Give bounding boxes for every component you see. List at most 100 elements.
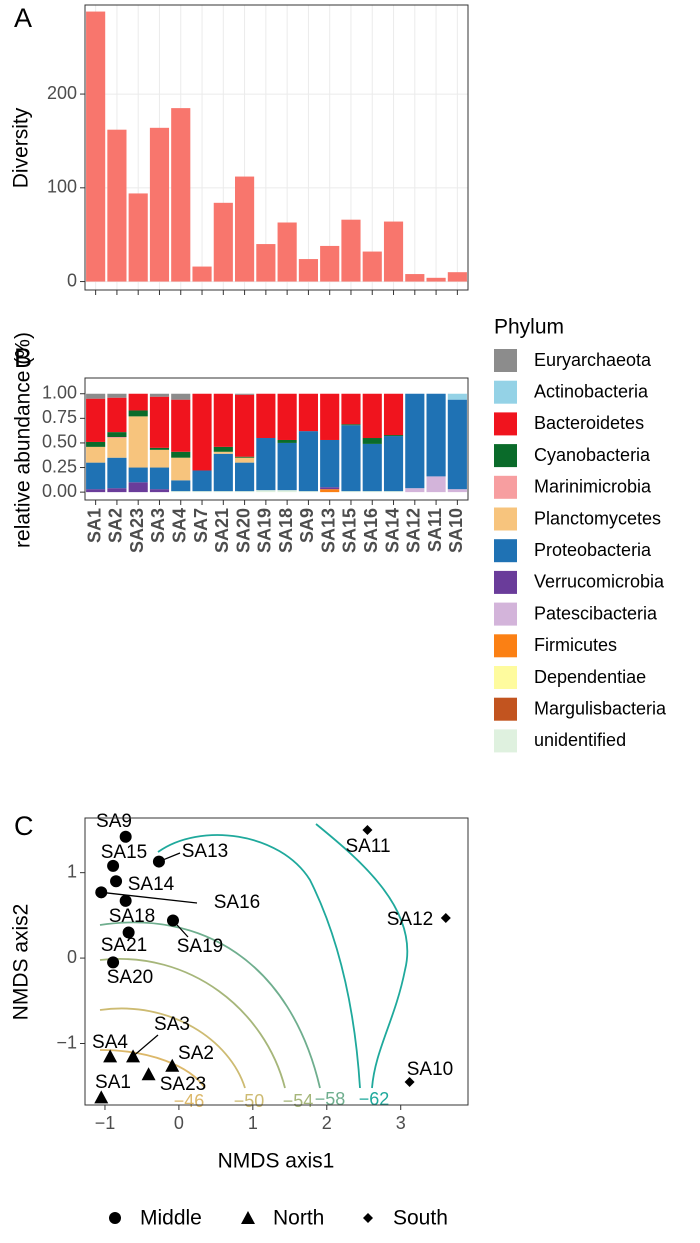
panel-background xyxy=(85,378,468,500)
bar-segment xyxy=(171,399,191,452)
legend-label: Proteobacteria xyxy=(534,540,652,560)
contour-label: −54 xyxy=(283,1091,314,1111)
bar-segment xyxy=(86,393,106,399)
x-tick-label: SA14 xyxy=(382,508,402,553)
bar-segment xyxy=(86,489,106,493)
bar-segment xyxy=(128,416,148,468)
x-tick-label: 1 xyxy=(248,1113,258,1133)
point xyxy=(362,824,373,835)
contour-line xyxy=(99,958,286,1089)
contour-label: −58 xyxy=(315,1089,346,1109)
x-tick-label: 0 xyxy=(174,1113,184,1133)
bar xyxy=(256,244,276,282)
bar-segment xyxy=(341,491,361,493)
bar-segment xyxy=(149,393,170,397)
x-tick-label: SA15 xyxy=(340,508,360,553)
point xyxy=(103,1049,118,1063)
y-tick-label: 0.50 xyxy=(42,432,77,452)
bar xyxy=(362,251,382,282)
bar xyxy=(447,272,467,282)
point xyxy=(107,859,120,872)
x-tick-label: SA7 xyxy=(191,508,211,543)
legend-label: Marinimicrobia xyxy=(534,477,652,497)
bar-segment xyxy=(107,488,127,493)
legend-label: South xyxy=(393,1207,448,1230)
contour-line xyxy=(99,1007,246,1089)
bar-segment xyxy=(107,457,127,489)
bar-segment xyxy=(213,451,233,454)
bar xyxy=(320,245,340,282)
bar-segment xyxy=(426,476,446,493)
bar-segment xyxy=(149,489,170,493)
point xyxy=(119,830,132,843)
legend-swatch xyxy=(494,729,517,753)
y-tick-label: 0.25 xyxy=(42,456,77,476)
panel-letter: A xyxy=(14,3,32,33)
y-tick-label: −1 xyxy=(56,1032,77,1052)
bar-segment xyxy=(405,488,425,493)
bar-segment xyxy=(235,394,255,457)
point xyxy=(440,912,451,923)
legend-label: North xyxy=(273,1207,324,1230)
bar-segment xyxy=(362,491,382,493)
bar-segment xyxy=(320,439,340,488)
point-label: SA20 xyxy=(107,967,153,988)
x-tick-label: SA11 xyxy=(425,508,445,552)
bar-segment xyxy=(149,396,170,448)
legend-swatch xyxy=(494,475,517,499)
point xyxy=(107,956,120,969)
legend-label: Patescibacteria xyxy=(534,603,658,623)
bar-segment xyxy=(383,435,404,437)
bar-segment xyxy=(341,424,361,426)
point-label: SA14 xyxy=(128,874,175,895)
x-tick-label: SA9 xyxy=(297,508,317,543)
bar xyxy=(426,277,446,282)
bar-segment xyxy=(277,439,297,443)
x-tick-label: 3 xyxy=(396,1113,406,1133)
bar-segment xyxy=(362,438,382,444)
legend-swatch xyxy=(494,539,517,563)
legend-symbol xyxy=(241,1211,255,1224)
bar-segment xyxy=(213,491,233,493)
legend-symbol xyxy=(109,1212,121,1224)
point xyxy=(404,1076,415,1087)
bar xyxy=(298,259,318,282)
bar xyxy=(235,176,255,282)
bar-segment xyxy=(235,462,255,492)
legend-swatch xyxy=(494,697,517,721)
legend-label: Dependentiae xyxy=(534,667,646,687)
bar xyxy=(213,202,233,282)
bar-segment xyxy=(213,453,233,492)
x-tick-label: SA12 xyxy=(404,508,424,553)
legend-label: Cyanobacteria xyxy=(534,445,651,465)
panel-letter: C xyxy=(14,811,34,841)
panel-letter: B xyxy=(14,343,32,373)
y-tick-label: 0 xyxy=(67,270,77,290)
legend-label: unidentified xyxy=(534,730,626,750)
y-axis-title: relative abundance (%) xyxy=(12,332,35,548)
legend-label: Verrucomicrobia xyxy=(534,572,665,592)
bar-segment xyxy=(86,441,106,447)
bar-segment xyxy=(256,393,276,439)
point xyxy=(152,855,165,868)
contour-label: −50 xyxy=(234,1091,265,1111)
bar xyxy=(277,222,297,282)
bar-segment xyxy=(235,456,255,458)
legend-label: Euryarchaeota xyxy=(534,350,652,370)
bar-segment xyxy=(256,490,276,493)
y-tick-label: 200 xyxy=(47,83,77,103)
x-tick-label: SA10 xyxy=(446,508,466,553)
bar-segment xyxy=(320,393,340,440)
bar-segment xyxy=(107,437,127,439)
point-label: SA21 xyxy=(101,935,147,956)
panel-border xyxy=(84,817,469,1106)
bar-segment xyxy=(383,436,404,492)
bar-segment xyxy=(277,490,297,493)
point-label: SA15 xyxy=(101,842,147,863)
bar xyxy=(86,11,106,282)
y-tick-label: 0.75 xyxy=(42,407,77,427)
y-axis-title: NMDS axis2 xyxy=(10,904,33,1021)
point-label: SA23 xyxy=(160,1074,206,1095)
contour-label: −62 xyxy=(359,1089,390,1109)
